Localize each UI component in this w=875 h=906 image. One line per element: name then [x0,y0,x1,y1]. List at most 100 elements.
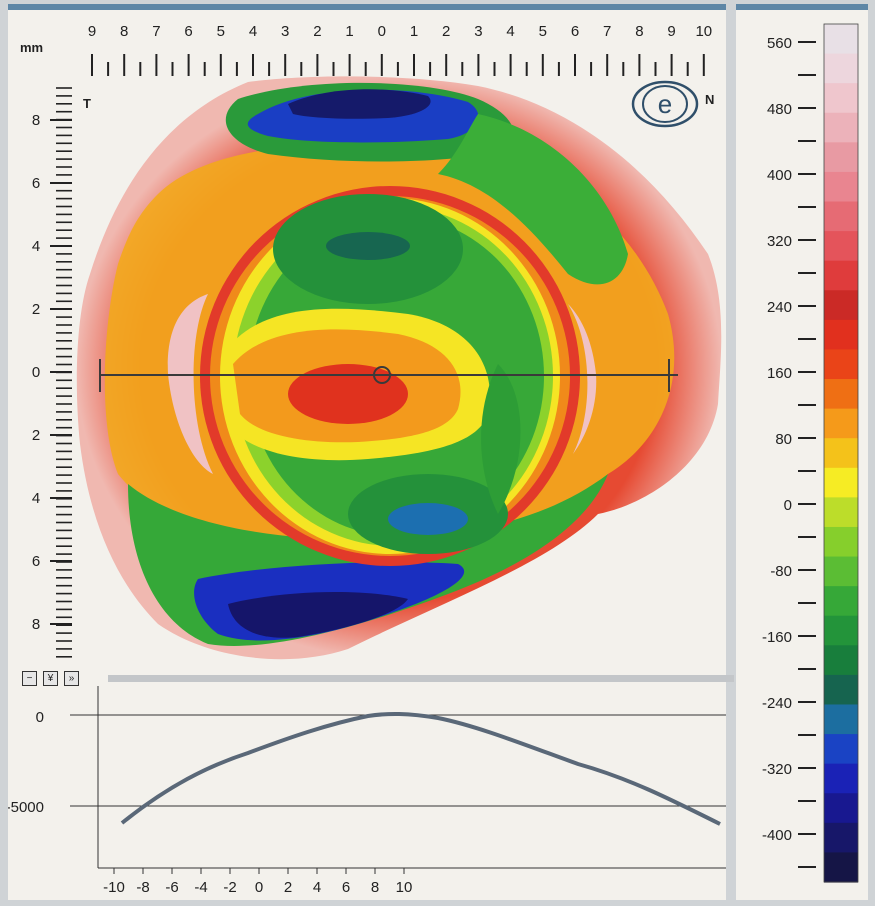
color-scale-swatch [824,201,858,232]
top-tick-label: 4 [506,23,514,40]
temporal-label: T [83,96,91,111]
color-scale-swatch [824,171,858,203]
expand-up-button[interactable]: » [64,671,79,686]
color-scale-swatch [824,793,858,824]
top-navy [288,89,431,119]
left-tick-label: 8 [32,112,40,129]
profile-x-label: -4 [194,879,207,896]
color-scale-border [823,23,859,883]
left-tick-label: 6 [32,553,40,570]
color-scale-swatch [824,260,858,291]
color-scale-swatch [824,615,858,646]
color-scale-swatch [824,408,858,439]
profile-y-label: -5000 [8,799,44,816]
left-ruler: 8 6 4 2 0 2 4 6 8 [32,87,72,658]
color-scale-swatch [824,763,858,794]
color-scale-swatch [824,349,858,380]
color-scale-label: 240 [767,299,792,316]
color-scale-swatch [824,83,858,114]
color-scale-label: 80 [775,431,792,448]
collapse-button[interactable]: − [22,671,37,686]
logo-letter: e [658,89,672,119]
left-tick-label: 4 [32,490,40,507]
profile-x-label: -6 [165,879,178,896]
color-scale-swatch [824,379,858,410]
color-scale-swatch [824,852,858,883]
map-surface [76,76,722,660]
color-scale-label: -320 [762,761,792,778]
color-scale-swatch [824,526,858,558]
top-tick-label: 2 [442,23,450,40]
top-tick-label: 7 [603,23,611,40]
top-tick-label: 9 [667,23,675,40]
panel-title-bar [8,4,726,10]
top-tick-label: 4 [249,23,257,40]
upper-deep-green [326,232,410,260]
top-tick-label: 2 [313,23,321,40]
upper-right-green [438,114,628,285]
panel-splitter[interactable] [108,675,734,682]
top-tick-label: 5 [539,23,547,40]
color-scale-swatch [824,438,858,469]
topography-panel: mm 9 8 7 6 5 4 3 2 1 0 1 2 3 4 5 6 7 8 9 10 8 6 4 2 0 2 4 6 8 [8,4,734,900]
nasal-label: N [705,92,714,107]
left-pink-crescent [167,294,213,474]
profile-grid: 0 -5000 -10 -8 -6 -4 -2 0 2 4 6 8 10 [8,686,726,896]
color-scale-label: -160 [762,629,792,646]
color-scale-swatch [824,674,858,706]
color-scale-swatch [824,319,858,351]
left-tick-label: 8 [32,616,40,633]
color-scale-swatch [824,53,858,84]
right-pink-crescent [568,304,597,454]
left-tick-label: 6 [32,175,40,192]
top-tick-label: 8 [120,23,128,40]
left-tick-label: 2 [32,427,40,444]
profile-x-label: 10 [396,879,413,896]
profile-x-label: 8 [371,879,379,896]
color-scale-swatch [824,497,858,528]
color-scale-swatch [824,142,858,173]
color-scale: 560 480 400 320 240 160 80 0 -80 -160 -240 -320 -400 [762,23,859,883]
color-scale-swatch [824,112,858,143]
color-scale-label: 320 [767,233,792,250]
color-scale-swatch [824,586,858,617]
top-tick-label: 10 [695,23,712,40]
color-scale-label: 400 [767,167,792,184]
profile-curve [120,711,721,826]
lower-deep-blue [388,503,468,535]
top-tick-label: 3 [281,23,289,40]
profile-x-label: 4 [313,879,321,896]
central-red-core [288,364,408,424]
top-tick-label: 3 [474,23,482,40]
profile-x-label: -10 [103,879,125,896]
left-tick-label: 4 [32,238,40,255]
profile-x-label: -8 [136,879,149,896]
height-profile-chart: 0 -5000 -10 -8 -6 -4 -2 0 2 4 6 8 10 [8,686,726,896]
top-ruler: 9 8 7 6 5 4 3 2 1 0 1 2 3 4 5 6 7 8 9 10 [88,23,712,76]
color-scale-label: -240 [762,695,792,712]
left-tick-label: 0 [32,364,40,381]
profile-toolbar: − ¥ » [22,671,79,686]
color-scale-panel: 560 480 400 320 240 160 80 0 -80 -160 -240 -320 -400 [736,4,868,900]
profile-y-label: 0 [36,709,44,726]
left-tick-label: 2 [32,301,40,318]
top-tick-label: 1 [345,23,353,40]
profile-x-label: -2 [223,879,236,896]
color-scale-swatch [824,24,858,55]
unit-label: mm [20,40,43,55]
top-tick-label: 5 [217,23,225,40]
color-scale-label: -80 [770,563,792,580]
right-green-lens [481,364,521,514]
top-tick-label: 7 [152,23,160,40]
profile-x-label: 2 [284,879,292,896]
color-scale-label: 560 [767,35,792,52]
lower-navy-zone [228,592,408,638]
color-scale-swatch [824,704,858,735]
color-scale-swatch [824,734,858,765]
expand-down-button[interactable]: ¥ [43,671,58,686]
top-tick-label: 9 [88,23,96,40]
center-marker[interactable] [373,366,391,384]
top-tick-label: 8 [635,23,643,40]
color-scale-swatch [824,645,858,676]
